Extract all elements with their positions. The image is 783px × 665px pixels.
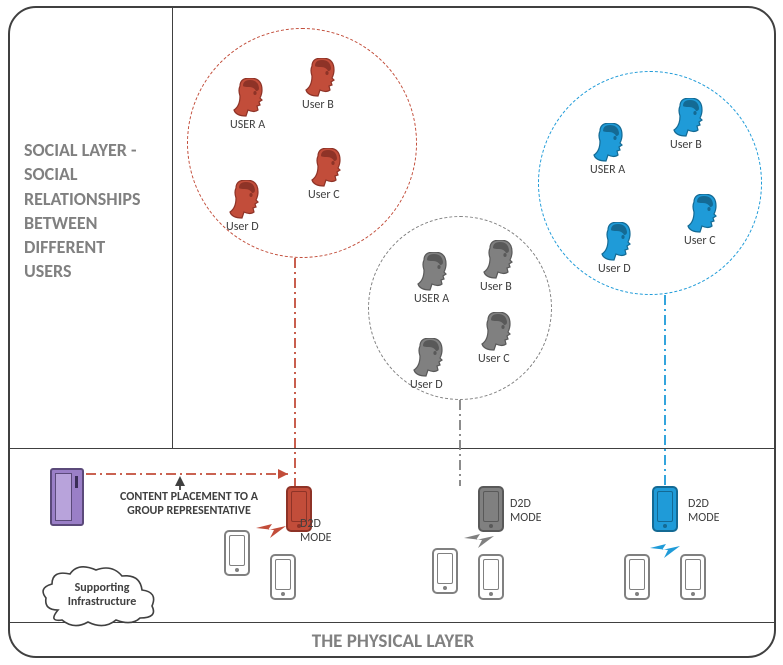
phone-icon [680, 554, 706, 600]
group-circle-gray [368, 216, 552, 400]
d2d-mode-label: D2D MODE [300, 518, 331, 546]
user-head-icon [482, 240, 518, 280]
phone-icon [432, 548, 458, 594]
user-head-icon [686, 194, 722, 234]
user-head-icon [600, 222, 636, 262]
phone-icon [270, 554, 296, 600]
physical-layer-label: THE PHYSICAL LAYER [10, 630, 776, 653]
user-label: User D [598, 262, 631, 276]
user-label: User C [478, 352, 510, 366]
d2d-mode-label: D2D MODE [510, 498, 541, 526]
user-label: USER A [414, 292, 449, 306]
phone-icon [624, 554, 650, 600]
user-label: User B [670, 138, 702, 152]
bolt-icon [464, 528, 494, 557]
user-head-icon [592, 123, 628, 163]
user-label: USER A [230, 118, 265, 132]
supporting-infra-label: Supporting Infrastructure [52, 582, 152, 610]
vertical-divider [172, 8, 173, 448]
user-head-icon [310, 148, 346, 188]
phone-icon [224, 530, 250, 576]
phone-icon [478, 486, 504, 532]
user-head-icon [232, 78, 268, 118]
user-head-icon [480, 312, 516, 352]
user-label: User B [302, 98, 334, 112]
user-label: User C [684, 234, 716, 248]
user-head-icon [304, 58, 340, 98]
upper-h-divider [10, 448, 776, 449]
bolt-icon [256, 518, 286, 547]
group-circle-red [187, 28, 417, 258]
user-head-icon [672, 98, 708, 138]
server-icon [50, 468, 84, 526]
social-layer-label: SOCIAL LAYER - SOCIAL RELATIONSHIPS BETW… [24, 138, 164, 284]
user-label: USER A [590, 163, 625, 177]
user-head-icon [416, 252, 452, 292]
group-circle-blue [538, 71, 762, 295]
diagram-frame: SOCIAL LAYER - SOCIAL RELATIONSHIPS BETW… [8, 6, 776, 658]
user-label: User C [308, 188, 340, 202]
user-head-icon [412, 338, 448, 378]
user-label: User D [410, 378, 443, 392]
content-placement-label: CONTENT PLACEMENT TO A GROUP REPRESENTAT… [104, 490, 274, 519]
d2d-mode-label: D2D MODE [688, 498, 719, 526]
bolt-icon [650, 538, 680, 567]
user-label: User B [480, 280, 512, 294]
phone-icon [652, 486, 678, 532]
phone-icon [478, 554, 504, 600]
user-head-icon [228, 180, 264, 220]
user-label: User D [226, 220, 259, 234]
